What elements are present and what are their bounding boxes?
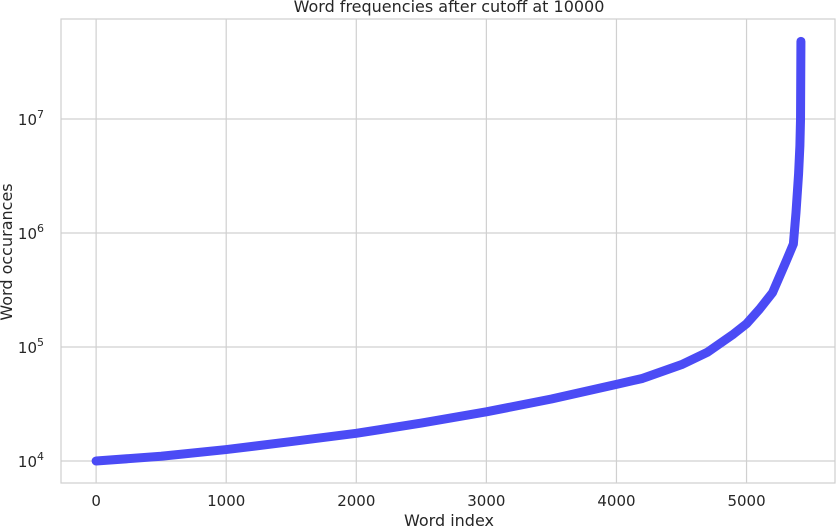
x-tick-labels: 0 1000 2000 3000 4000 5000: [91, 492, 765, 510]
x-tick-label: 4000: [597, 492, 635, 510]
y-tick-label: 107: [18, 108, 44, 129]
y-tick-label: 104: [18, 450, 44, 471]
x-tick-label: 1000: [207, 492, 245, 510]
y-tick-label: 105: [18, 336, 44, 357]
x-tick-label: 2000: [337, 492, 375, 510]
chart-title: Word frequencies after cutoff at 10000: [294, 0, 605, 16]
y-tick-labels: 104 105 106 107: [18, 108, 44, 471]
y-axis-label: Word occurances: [0, 183, 16, 320]
x-gridlines: [95, 19, 748, 483]
y-tick-label: 106: [18, 222, 44, 243]
plot-frame: [60, 18, 836, 484]
x-axis-label: Word index: [404, 511, 494, 530]
x-tick-label: 3000: [467, 492, 505, 510]
series-line: [91, 36, 806, 466]
x-tick-label: 5000: [727, 492, 765, 510]
x-tick-label: 0: [91, 492, 101, 510]
y-gridlines: [61, 118, 835, 462]
